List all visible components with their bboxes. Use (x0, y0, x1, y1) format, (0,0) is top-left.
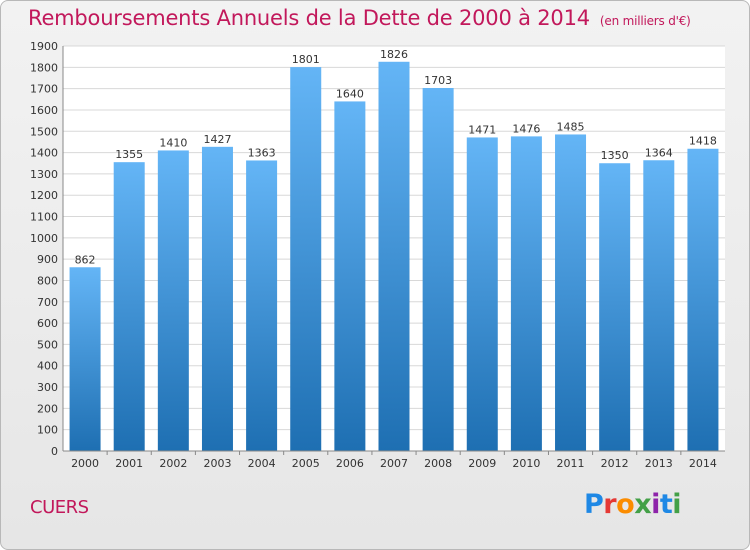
logo-letter: o (616, 489, 635, 520)
x-tick-label: 2009 (468, 457, 496, 470)
bar (113, 162, 145, 451)
proxiti-logo[interactable]: Proxiti (584, 489, 682, 520)
bar-value-label: 1485 (557, 120, 585, 133)
bar (555, 134, 587, 452)
y-tick-label: 0 (51, 445, 58, 458)
y-tick-label: 1000 (30, 232, 58, 245)
bar-value-label: 1363 (248, 146, 276, 159)
y-tick-label: 500 (37, 338, 58, 351)
x-tick-label: 2008 (424, 457, 452, 470)
y-tick-label: 300 (37, 381, 58, 394)
y-tick-label: 1600 (30, 104, 58, 117)
bar-value-label: 1801 (292, 53, 320, 66)
y-tick-label: 400 (37, 360, 58, 373)
y-tick-label: 1400 (30, 147, 58, 160)
bar-value-label: 1427 (203, 133, 231, 146)
bar-value-label: 1410 (159, 136, 187, 149)
bar-value-label: 1826 (380, 48, 408, 61)
bar-value-label: 1350 (601, 149, 629, 162)
bar-value-label: 1640 (336, 87, 364, 100)
bar (246, 160, 278, 451)
bar (334, 101, 366, 451)
bar (201, 146, 233, 452)
logo-letter: t (659, 489, 673, 520)
y-tick-label: 1500 (30, 125, 58, 138)
bar (69, 267, 101, 451)
bar-value-label: 1355 (115, 148, 143, 161)
bar (378, 61, 410, 452)
bar-value-label: 1471 (468, 123, 496, 136)
x-tick-label: 2002 (159, 457, 187, 470)
x-tick-label: 2006 (336, 457, 364, 470)
logo-letter: i (651, 489, 660, 520)
y-axis-ticks: 0 100 200 300 400 500 600 700 800 900 1000 1100 1200… (30, 40, 58, 458)
y-tick-label: 1100 (30, 211, 58, 224)
x-axis-ticks: 2000 2001 2002 2003 2004 2005 2006 2007 2008 2009… (71, 451, 717, 470)
bar-value-label: 862 (75, 253, 96, 266)
bar-value-label: 1476 (512, 122, 540, 135)
chart-title-text: Remboursements Annuels de la Dette de 20… (28, 6, 590, 30)
chart-title: Remboursements Annuels de la Dette de 20… (28, 6, 691, 30)
bar-value-label: 1364 (645, 146, 673, 159)
logo-letter: x (634, 489, 652, 520)
bar (599, 163, 631, 451)
y-tick-label: 1800 (30, 61, 58, 74)
x-tick-label: 2011 (557, 457, 585, 470)
chart-unit: (en milliers d'€) (599, 14, 691, 28)
bar-value-label: 1418 (689, 135, 717, 148)
x-tick-label: 2014 (689, 457, 717, 470)
y-tick-label: 700 (37, 296, 58, 309)
bar (466, 137, 498, 451)
x-tick-label: 2013 (645, 457, 673, 470)
value-labels: 862 1355 1410 1427 1363 1801 1640 1826 1703 1471 1… (75, 48, 717, 266)
bars (69, 61, 719, 452)
y-tick-label: 200 (37, 402, 58, 415)
x-tick-label: 2007 (380, 457, 408, 470)
y-tick-label: 1700 (30, 83, 58, 96)
y-tick-label: 900 (37, 253, 58, 266)
x-tick-label: 2010 (512, 457, 540, 470)
bar (643, 160, 675, 451)
city-name: CUERS (30, 497, 89, 518)
logo-letter: i (672, 489, 682, 520)
x-tick-label: 2000 (71, 457, 99, 470)
logo-letter: P (584, 489, 604, 520)
logo-letter: r (603, 489, 617, 520)
y-tick-label: 1900 (30, 40, 58, 53)
bar (157, 150, 189, 451)
x-tick-label: 2012 (601, 457, 629, 470)
x-tick-label: 2001 (115, 457, 143, 470)
y-tick-label: 800 (37, 274, 58, 287)
bar (510, 136, 542, 451)
bar (687, 148, 719, 451)
y-tick-label: 1300 (30, 168, 58, 181)
bar-value-label: 1703 (424, 74, 452, 87)
y-tick-label: 1200 (30, 189, 58, 202)
x-tick-label: 2005 (292, 457, 320, 470)
x-tick-label: 2004 (248, 457, 276, 470)
y-tick-label: 600 (37, 317, 58, 330)
y-tick-label: 100 (37, 424, 58, 437)
bar (422, 87, 454, 452)
bar (290, 67, 322, 451)
x-tick-label: 2003 (203, 457, 231, 470)
